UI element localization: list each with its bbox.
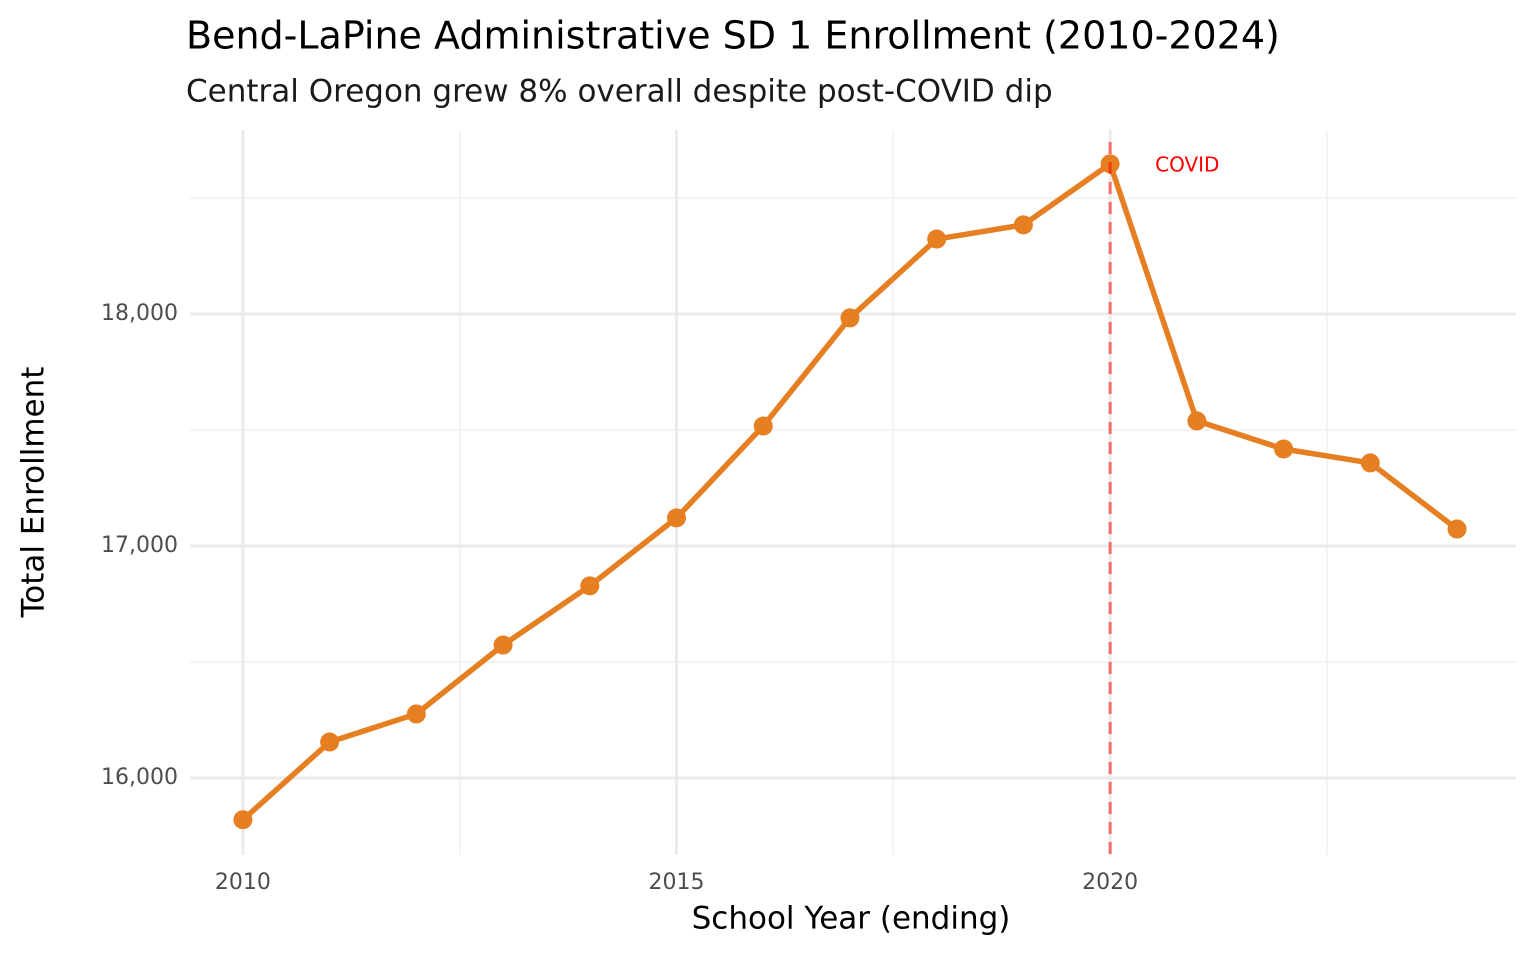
point [1187, 411, 1207, 431]
point [233, 810, 253, 830]
point [753, 416, 773, 436]
y-tick-label: 16,000 [101, 765, 178, 790]
point [927, 229, 947, 249]
chart-subtitle: Central Oregon grew 8% overall despite p… [186, 74, 1053, 110]
line [241, 161, 1459, 822]
point [1447, 519, 1467, 539]
point [667, 508, 687, 528]
annotation-label: COVID [1155, 153, 1219, 177]
chart-title: Bend-LaPine Administrative SD 1 Enrollme… [186, 14, 1280, 58]
point [1360, 453, 1380, 473]
x-tick-label: 2015 [649, 870, 705, 895]
point [320, 732, 340, 752]
point [493, 635, 513, 655]
x-tick-label: 2010 [215, 870, 271, 895]
point [580, 576, 600, 596]
x-axis-label: School Year (ending) [692, 901, 1011, 937]
point [1274, 439, 1294, 459]
point [1013, 215, 1033, 235]
y-axis-label: Total Enrollment [16, 367, 52, 619]
y-tick-label: 17,000 [101, 533, 178, 558]
x-tick-label: 2020 [1082, 870, 1138, 895]
point [406, 704, 426, 724]
y-tick-label: 18,000 [101, 301, 178, 326]
point [840, 308, 860, 328]
